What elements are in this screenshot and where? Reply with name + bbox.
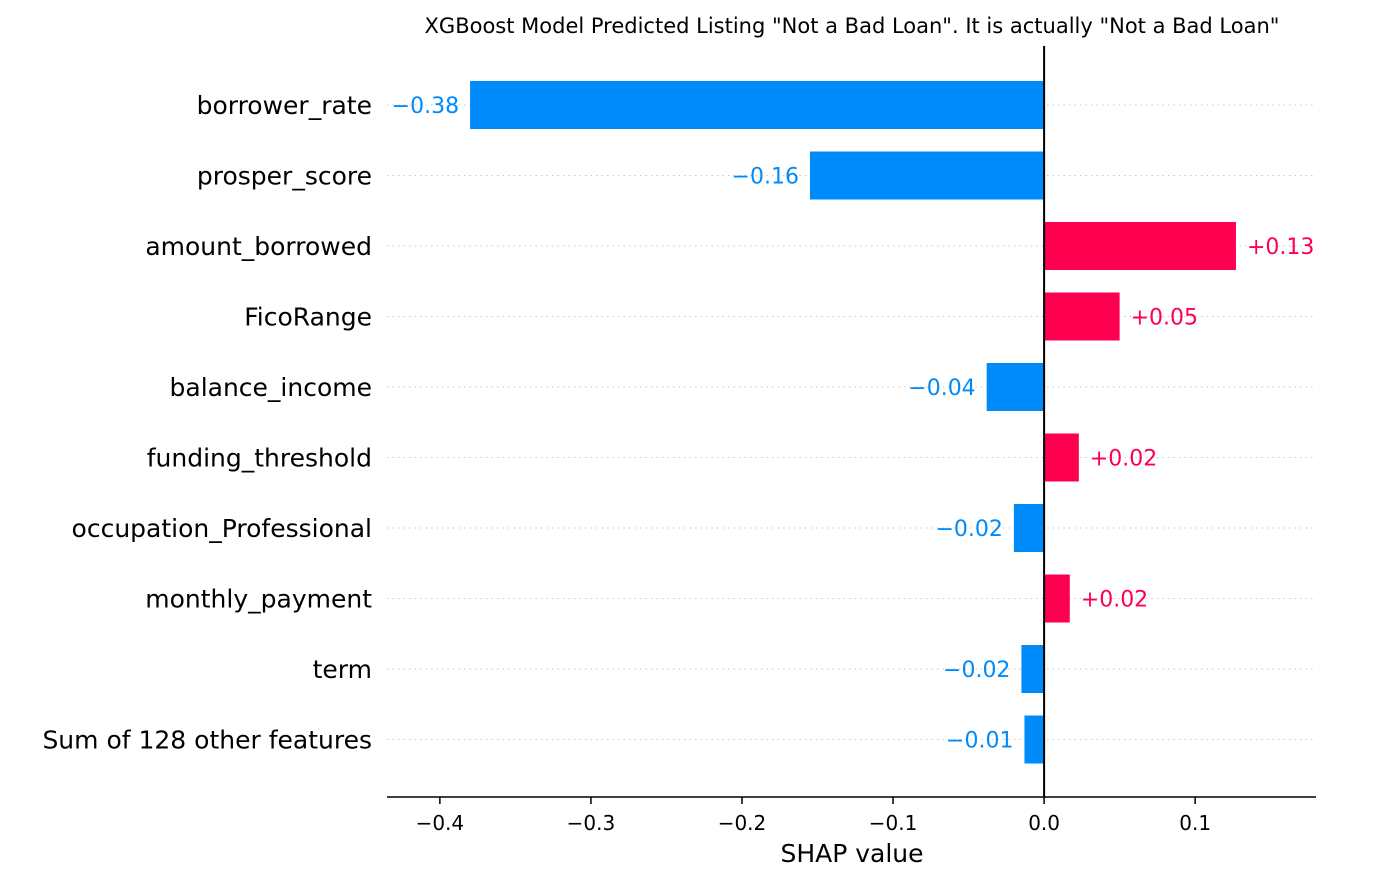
value-label-5: +0.02 [1090,447,1157,472]
chart-title: XGBoost Model Predicted Listing "Not a B… [425,14,1280,38]
bar-0 [470,81,1045,129]
x-tick-label-1: −0.3 [567,811,616,835]
feature-labels: borrower_rate prosper_score amount_borrowe… [42,91,372,755]
feature-label-7: monthly_payment [145,585,372,614]
x-tick-label-5: 0.1 [1179,811,1211,835]
x-tick-label-0: −0.4 [416,811,465,835]
value-label-8: −0.02 [943,658,1010,683]
feature-label-6: occupation_Professional [72,514,372,543]
value-label-7: +0.02 [1081,588,1148,613]
x-axis: −0.4 −0.3 −0.2 −0.1 0.0 0.1 [387,796,1316,835]
bar-3 [1044,292,1120,341]
x-tick-label-4: 0.0 [1028,811,1060,835]
value-label-2: +0.13 [1247,235,1314,260]
feature-label-4: balance_income [170,373,373,402]
bar-6 [1013,504,1045,552]
feature-label-3: FicoRange [244,303,372,332]
bar-2 [1044,222,1236,270]
bar-9 [1024,715,1045,764]
bars [470,81,1236,764]
x-axis-title: SHAP value [780,839,923,868]
value-label-9: −0.01 [946,729,1013,754]
value-label-3: +0.05 [1131,306,1198,331]
bar-7 [1044,574,1070,623]
gridlines [387,104,1316,740]
x-tick-label-2: −0.2 [718,811,767,835]
value-label-6: −0.02 [935,517,1002,542]
value-labels: −0.38 −0.16 +0.13 +0.05 −0.04 +0.02 −0.02 +0.02… [392,94,1315,754]
bar-8 [1021,645,1045,693]
value-label-4: −0.04 [908,376,975,401]
value-label-1: −0.16 [732,165,799,190]
feature-label-0: borrower_rate [197,91,372,120]
feature-label-2: amount_borrowed [145,232,372,261]
feature-label-8: term [313,655,372,684]
feature-label-9: Sum of 128 other features [42,726,372,755]
bar-5 [1044,433,1079,482]
value-label-0: −0.38 [392,94,459,119]
feature-label-1: prosper_score [197,162,372,191]
feature-label-5: funding_threshold [147,444,372,473]
x-tick-label-3: −0.1 [869,811,918,835]
bar-1 [809,151,1045,200]
bar-4 [986,363,1045,411]
